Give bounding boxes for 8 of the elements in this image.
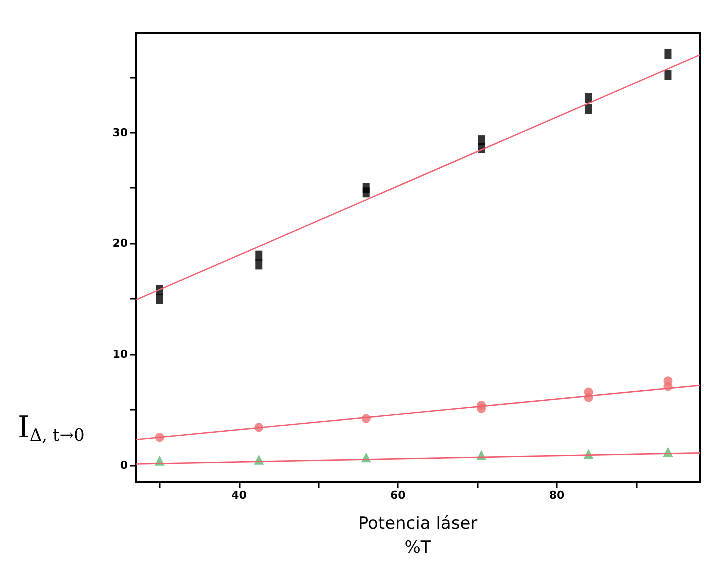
- y-tick-label: 30: [112, 126, 128, 140]
- y-tick-label: 0: [120, 458, 128, 472]
- y-tick-label: 10: [112, 348, 128, 362]
- x-tick-label: 40: [232, 489, 248, 502]
- x-axis-title: Potencia láser %T: [358, 514, 478, 558]
- y-tick-label: 20: [112, 237, 128, 250]
- x-tick-label: 60: [390, 489, 406, 502]
- x-tick-label: 80: [549, 489, 566, 502]
